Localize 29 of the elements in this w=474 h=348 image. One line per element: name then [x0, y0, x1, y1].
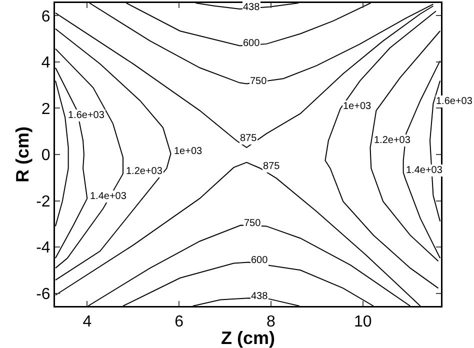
annotation: 600	[251, 255, 268, 266]
annotation: 1.6e+03	[68, 110, 105, 121]
y-tick-label: 4	[41, 54, 50, 72]
y-tick-label: 2	[41, 100, 50, 118]
annotation: 750	[250, 76, 268, 87]
annotation: 750	[244, 218, 262, 229]
x-axis-title: Z (cm)	[221, 328, 276, 348]
annotation: 1.4e+03	[406, 165, 443, 176]
annotation: 438	[243, 2, 260, 13]
x-tick-label: 8	[266, 314, 276, 331]
y-tick-label: 6	[41, 8, 50, 26]
y-tick-label: -2	[36, 193, 50, 210]
annotation: 600	[243, 38, 260, 49]
y-tick-label: -6	[36, 286, 50, 303]
y-axis-title: R (cm)	[12, 126, 33, 183]
annotation: 1.2e+03	[126, 166, 163, 177]
annotation: 875	[263, 161, 280, 172]
y-tick-label: 0	[41, 147, 50, 164]
annotation: 1.6e+03	[436, 96, 473, 107]
annotation: 875	[240, 133, 258, 144]
x-tick-label: 4	[82, 314, 92, 331]
annotation: 1.2e+03	[374, 135, 411, 146]
annotation: 1e+03	[174, 146, 203, 157]
x-tick-label: 6	[174, 314, 184, 331]
annotation: 438	[251, 291, 268, 302]
annotation: 1.4e+03	[90, 191, 127, 202]
x-tick-label: 10	[354, 314, 372, 331]
annotation: 1e+03	[343, 101, 372, 112]
y-tick-label: -4	[36, 240, 50, 257]
